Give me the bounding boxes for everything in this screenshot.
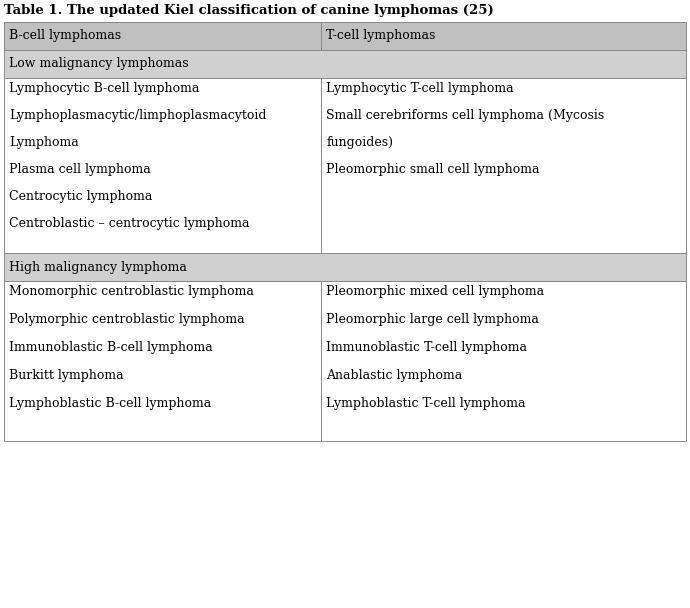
- Text: Polymorphic centroblastic lymphoma: Polymorphic centroblastic lymphoma: [9, 313, 245, 326]
- Text: Centroblastic – centrocytic lymphoma: Centroblastic – centrocytic lymphoma: [9, 217, 250, 230]
- Bar: [4, 78, 321, 253]
- Text: Immunoblastic T-cell lymphoma: Immunoblastic T-cell lymphoma: [326, 341, 527, 354]
- Text: fungoides): fungoides): [326, 136, 393, 149]
- Bar: [4, 253, 686, 281]
- Bar: [4, 22, 321, 50]
- Text: T-cell lymphomas: T-cell lymphomas: [326, 30, 435, 43]
- Text: Small cerebriforms cell lymphoma (Mycosis: Small cerebriforms cell lymphoma (Mycosi…: [326, 109, 604, 122]
- Text: Lymphocytic B-cell lymphoma: Lymphocytic B-cell lymphoma: [9, 82, 199, 95]
- Bar: [321, 281, 686, 441]
- Bar: [4, 50, 686, 78]
- Text: Table 1. The updated Kiel classification of canine lymphomas (25): Table 1. The updated Kiel classification…: [4, 4, 494, 17]
- Text: Burkitt lymphoma: Burkitt lymphoma: [9, 369, 124, 382]
- Text: B-cell lymphomas: B-cell lymphomas: [9, 30, 121, 43]
- Text: Pleomorphic small cell lymphoma: Pleomorphic small cell lymphoma: [326, 163, 540, 176]
- Text: Pleomorphic mixed cell lymphoma: Pleomorphic mixed cell lymphoma: [326, 285, 544, 298]
- Bar: [321, 78, 686, 253]
- Text: Pleomorphic large cell lymphoma: Pleomorphic large cell lymphoma: [326, 313, 539, 326]
- Text: Lymphocytic T-cell lymphoma: Lymphocytic T-cell lymphoma: [326, 82, 514, 95]
- Text: Centrocytic lymphoma: Centrocytic lymphoma: [9, 190, 152, 203]
- Bar: [4, 281, 321, 441]
- Text: Immunoblastic B-cell lymphoma: Immunoblastic B-cell lymphoma: [9, 341, 213, 354]
- Text: Low malignancy lymphomas: Low malignancy lymphomas: [9, 58, 188, 71]
- Bar: [321, 22, 686, 50]
- Text: Lymphoblastic B-cell lymphoma: Lymphoblastic B-cell lymphoma: [9, 397, 211, 410]
- Text: Lymphoblastic T-cell lymphoma: Lymphoblastic T-cell lymphoma: [326, 397, 526, 410]
- Text: Lymphoplasmacytic/limphoplasmacytoid: Lymphoplasmacytic/limphoplasmacytoid: [9, 109, 266, 122]
- Text: High malignancy lymphoma: High malignancy lymphoma: [9, 260, 187, 274]
- Text: Monomorphic centroblastic lymphoma: Monomorphic centroblastic lymphoma: [9, 285, 254, 298]
- Text: Anablastic lymphoma: Anablastic lymphoma: [326, 369, 462, 382]
- Text: Lymphoma: Lymphoma: [9, 136, 79, 149]
- Text: Plasma cell lymphoma: Plasma cell lymphoma: [9, 163, 150, 176]
